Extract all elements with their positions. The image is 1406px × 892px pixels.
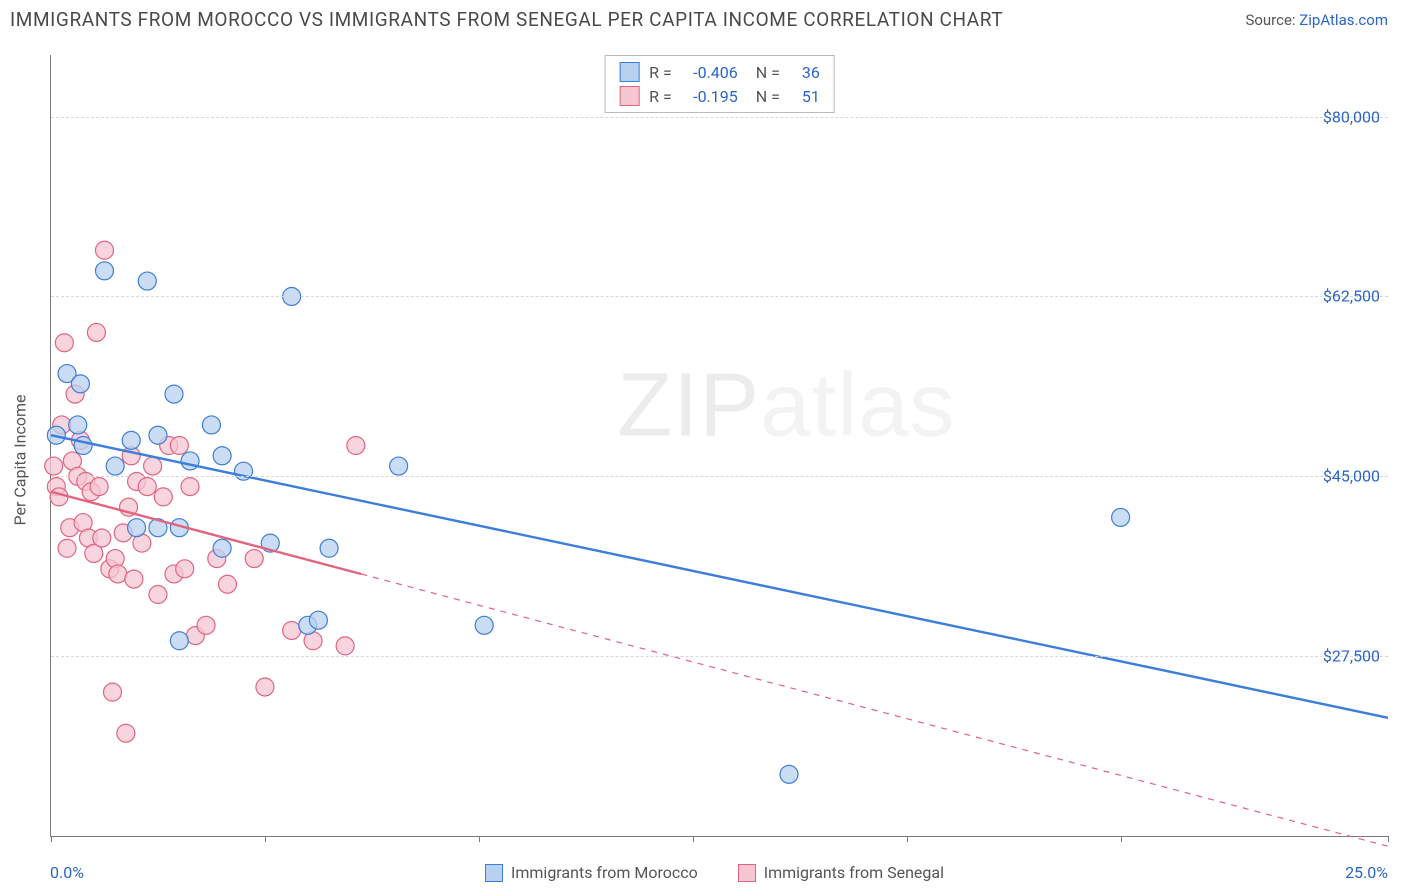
data-point-morocco bbox=[181, 452, 199, 470]
y-tick-label: $80,000 bbox=[1290, 107, 1380, 126]
swatch-morocco bbox=[619, 62, 639, 82]
data-point-morocco bbox=[106, 457, 124, 475]
title-bar: IMMIGRANTS FROM MOROCCO VS IMMIGRANTS FR… bbox=[0, 0, 1406, 41]
data-point-senegal bbox=[45, 457, 63, 475]
x-axis-labels: 0.0% Immigrants from Morocco Immigrants … bbox=[50, 863, 1388, 882]
data-point-senegal bbox=[50, 488, 68, 506]
data-point-morocco bbox=[128, 519, 146, 537]
data-point-senegal bbox=[256, 678, 274, 696]
x-max-label: 25.0% bbox=[1345, 863, 1388, 882]
data-point-senegal bbox=[347, 437, 365, 455]
data-point-senegal bbox=[170, 437, 188, 455]
n-value-senegal: 51 bbox=[790, 87, 820, 106]
data-point-morocco bbox=[170, 632, 188, 650]
data-point-senegal bbox=[55, 334, 73, 352]
chart-svg bbox=[51, 55, 1388, 836]
trend-line-senegal-extrapolated bbox=[361, 574, 1388, 846]
data-point-morocco bbox=[309, 611, 327, 629]
data-point-senegal bbox=[218, 575, 236, 593]
y-tick-label: $27,500 bbox=[1290, 647, 1380, 666]
legend-item-morocco: Immigrants from Morocco bbox=[485, 863, 698, 882]
data-point-senegal bbox=[283, 621, 301, 639]
data-point-senegal bbox=[93, 529, 111, 547]
legend-row-senegal: R = -0.195 N = 51 bbox=[619, 84, 820, 108]
data-point-morocco bbox=[390, 457, 408, 475]
plot-wrap: R = -0.406 N = 36 R = -0.195 N = 51 ZIPa… bbox=[50, 55, 1388, 837]
legend-row-morocco: R = -0.406 N = 36 bbox=[619, 60, 820, 84]
data-point-senegal bbox=[138, 478, 156, 496]
data-point-senegal bbox=[117, 724, 135, 742]
y-axis-title: Per Capita Income bbox=[11, 395, 30, 526]
r-value-morocco: -0.406 bbox=[682, 63, 738, 82]
data-point-morocco bbox=[122, 431, 140, 449]
data-point-senegal bbox=[154, 488, 172, 506]
swatch-morocco-bottom bbox=[485, 864, 503, 882]
legend-item-senegal: Immigrants from Senegal bbox=[738, 863, 944, 882]
source-attribution: Source: ZipAtlas.com bbox=[1245, 11, 1388, 29]
y-tick-label: $45,000 bbox=[1290, 467, 1380, 486]
data-point-morocco bbox=[74, 437, 92, 455]
x-min-label: 0.0% bbox=[50, 863, 84, 882]
trend-line-morocco bbox=[51, 435, 1388, 718]
data-point-senegal bbox=[181, 478, 199, 496]
correlation-legend: R = -0.406 N = 36 R = -0.195 N = 51 bbox=[604, 55, 835, 113]
source-link[interactable]: ZipAtlas.com bbox=[1299, 11, 1388, 29]
data-point-senegal bbox=[95, 241, 113, 259]
swatch-senegal bbox=[619, 86, 639, 106]
source-label: Source: bbox=[1245, 11, 1299, 29]
data-point-morocco bbox=[780, 765, 798, 783]
data-point-senegal bbox=[336, 637, 354, 655]
data-point-senegal bbox=[176, 560, 194, 578]
series-name-morocco: Immigrants from Morocco bbox=[511, 863, 698, 882]
data-point-morocco bbox=[1112, 508, 1130, 526]
swatch-senegal-bottom bbox=[738, 864, 756, 882]
r-value-senegal: -0.195 bbox=[682, 87, 738, 106]
data-point-morocco bbox=[202, 416, 220, 434]
series-name-senegal: Immigrants from Senegal bbox=[764, 863, 944, 882]
series-legend: Immigrants from Morocco Immigrants from … bbox=[485, 863, 944, 882]
data-point-morocco bbox=[213, 447, 231, 465]
data-point-senegal bbox=[104, 683, 122, 701]
data-point-morocco bbox=[475, 616, 493, 634]
data-point-senegal bbox=[149, 586, 167, 604]
data-point-senegal bbox=[87, 323, 105, 341]
y-tick-label: $62,500 bbox=[1290, 287, 1380, 306]
data-point-senegal bbox=[245, 550, 263, 568]
data-point-senegal bbox=[144, 457, 162, 475]
data-point-senegal bbox=[109, 565, 127, 583]
data-point-senegal bbox=[90, 478, 108, 496]
data-point-morocco bbox=[69, 416, 87, 434]
plot-area: R = -0.406 N = 36 R = -0.195 N = 51 ZIPa… bbox=[50, 55, 1388, 837]
n-value-morocco: 36 bbox=[790, 63, 820, 82]
data-point-senegal bbox=[197, 616, 215, 634]
data-point-morocco bbox=[320, 539, 338, 557]
data-point-morocco bbox=[71, 375, 89, 393]
data-point-morocco bbox=[149, 426, 167, 444]
chart-title: IMMIGRANTS FROM MOROCCO VS IMMIGRANTS FR… bbox=[10, 8, 1003, 31]
data-point-morocco bbox=[95, 262, 113, 280]
data-point-morocco bbox=[138, 272, 156, 290]
data-point-morocco bbox=[165, 385, 183, 403]
data-point-morocco bbox=[213, 539, 231, 557]
data-point-senegal bbox=[125, 570, 143, 588]
data-point-senegal bbox=[58, 539, 76, 557]
